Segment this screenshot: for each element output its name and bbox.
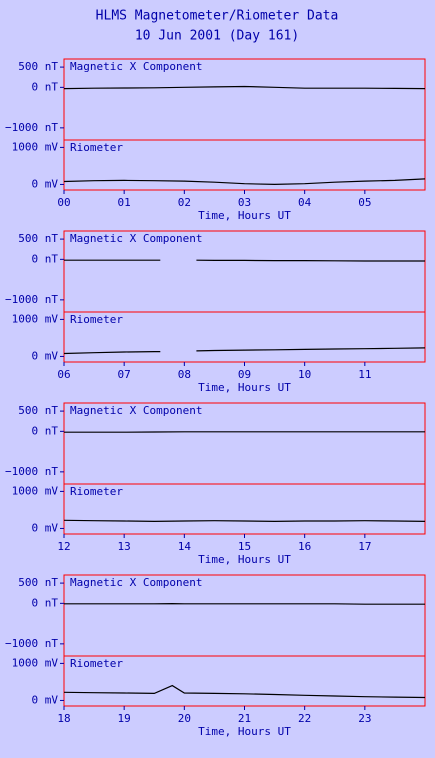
- y-tick-label: 1000 mV: [12, 484, 59, 497]
- y-tick-label: −1000 nT: [5, 293, 58, 306]
- x-tick-label: 15: [238, 540, 251, 553]
- x-tick-label: 19: [118, 712, 131, 725]
- x-tick-label: 11: [358, 368, 371, 381]
- y-tick-label: 0 nT: [32, 80, 59, 93]
- y-tick-label: −1000 nT: [5, 637, 58, 650]
- x-axis-label: Time, Hours UT: [198, 553, 291, 566]
- data-line: [63, 347, 426, 355]
- y-tick-label: 500 nT: [18, 404, 58, 417]
- subplot-title: Riometer: [70, 141, 123, 154]
- subplot-title: Magnetic X Component: [70, 232, 202, 245]
- y-tick-label: 0 nT: [32, 252, 59, 265]
- x-tick-label: 23: [358, 712, 371, 725]
- y-tick-label: 1000 mV: [12, 656, 59, 669]
- x-tick-label: 00: [57, 196, 70, 209]
- x-tick-label: 02: [178, 196, 191, 209]
- y-tick-label: 0 nT: [32, 424, 59, 437]
- x-tick-label: 14: [178, 540, 192, 553]
- data-line: [63, 684, 426, 699]
- x-tick-label: 07: [118, 368, 131, 381]
- data-line: [64, 602, 425, 605]
- data-line: [64, 259, 425, 262]
- x-tick-label: 20: [178, 712, 191, 725]
- data-line: [63, 178, 426, 186]
- y-tick-label: −1000 nT: [5, 121, 58, 134]
- x-tick-label: 12: [57, 540, 70, 553]
- x-tick-label: 09: [238, 368, 251, 381]
- y-tick-label: 500 nT: [18, 60, 58, 73]
- x-tick-label: 04: [298, 196, 312, 209]
- x-tick-label: 16: [298, 540, 311, 553]
- x-tick-label: 18: [57, 712, 70, 725]
- x-tick-label: 17: [358, 540, 371, 553]
- x-tick-label: 22: [298, 712, 311, 725]
- x-tick-label: 08: [178, 368, 191, 381]
- y-tick-label: 500 nT: [18, 232, 58, 245]
- x-axis-label: Time, Hours UT: [198, 209, 291, 222]
- x-axis-label: Time, Hours UT: [198, 381, 291, 394]
- x-tick-label: 01: [118, 196, 131, 209]
- x-axis-label: Time, Hours UT: [198, 725, 291, 738]
- x-tick-label: 06: [57, 368, 70, 381]
- subplot-title: Magnetic X Component: [70, 576, 202, 589]
- x-tick-label: 05: [358, 196, 371, 209]
- x-tick-label: 21: [238, 712, 251, 725]
- y-tick-label: 0 mV: [32, 177, 59, 190]
- y-tick-label: 1000 mV: [12, 312, 59, 325]
- x-tick-label: 13: [118, 540, 131, 553]
- y-tick-label: 0 mV: [32, 521, 59, 534]
- subplot-title: Riometer: [70, 485, 123, 498]
- y-tick-label: 1000 mV: [12, 140, 59, 153]
- subplot-title: Magnetic X Component: [70, 404, 202, 417]
- y-tick-label: −1000 nT: [5, 465, 58, 478]
- data-line: [63, 519, 426, 523]
- y-tick-label: 500 nT: [18, 576, 58, 589]
- data-line: [63, 85, 426, 90]
- x-tick-label: 03: [238, 196, 251, 209]
- subplot-title: Magnetic X Component: [70, 60, 202, 73]
- y-tick-label: 0 mV: [32, 349, 59, 362]
- y-tick-label: 0 nT: [32, 596, 59, 609]
- y-tick-label: 0 mV: [32, 693, 59, 706]
- subplot-title: Riometer: [70, 313, 123, 326]
- x-tick-label: 10: [298, 368, 311, 381]
- chart-subtitle: 10 Jun 2001 (Day 161): [135, 29, 299, 44]
- subplot-title: Riometer: [70, 657, 123, 670]
- chart-title: HLMS Magnetometer/Riometer Data: [96, 9, 339, 24]
